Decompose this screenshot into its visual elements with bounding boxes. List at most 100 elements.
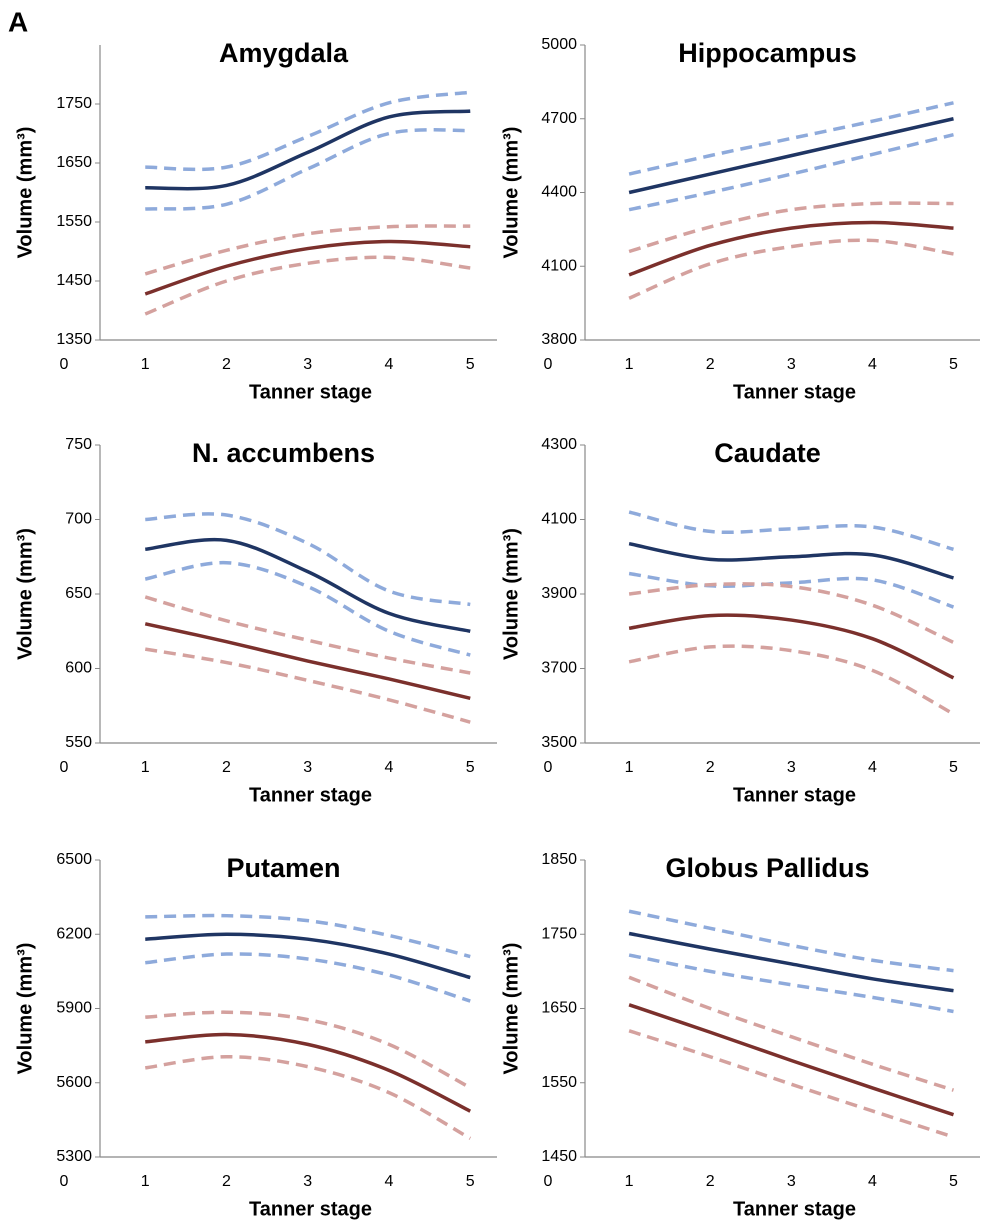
x-tick-label: 0 [544,759,553,776]
chart-title: N. accumbens [192,438,375,468]
series-line [144,560,471,657]
y-tick-label: 6500 [56,851,92,868]
y-tick-label: 1450 [56,272,92,289]
x-tick-label: 5 [949,1173,958,1190]
series-line [628,953,954,1014]
x-tick-label: 1 [141,1173,150,1190]
series-line [628,931,954,993]
y-tick-label: 550 [65,734,92,751]
series-line [628,101,954,176]
y-tick-label: 5000 [541,36,577,53]
y-tick-label: 1750 [56,95,92,112]
series-line [628,238,954,300]
series-line [628,571,955,609]
x-tick-label: 5 [466,759,475,776]
series-line [145,932,471,980]
x-tick-label: 0 [544,356,553,373]
series-line [628,1029,955,1139]
y-axis-label: Volume (mm³) [500,127,522,259]
y-tick-label: 5900 [56,1000,92,1017]
y-tick-label: 3900 [541,585,577,602]
series-line [628,510,954,551]
y-axis-label: Volume (mm³) [500,528,522,660]
y-tick-label: 750 [65,436,92,453]
y-tick-label: 1650 [56,154,92,171]
x-tick-label: 0 [60,356,69,373]
chart-panel: 3800 4100 4400 4700 5000 0 1 2 3 4 5 Hippocampus Tan… [500,36,980,403]
x-tick-label: 2 [222,1173,231,1190]
x-axis-label: Tanner stage [733,1198,856,1220]
y-tick-label: 1650 [541,1000,577,1017]
x-tick-label: 2 [706,356,715,373]
y-tick-label: 1350 [56,331,92,348]
series-line [145,1010,472,1090]
x-tick-label: 0 [544,1173,553,1190]
x-axis-label: Tanner stage [249,381,372,403]
x-tick-label: 3 [787,759,796,776]
series-line [145,512,471,607]
series-line [145,537,471,633]
y-tick-label: 4700 [541,110,577,127]
series-line [628,133,954,212]
y-tick-label: 1750 [541,925,577,942]
y-tick-label: 5300 [56,1148,92,1165]
series-line [145,128,471,211]
series-line [628,541,954,580]
y-tick-label: 600 [65,660,92,677]
x-tick-label: 1 [625,759,634,776]
series-line [144,255,471,316]
x-tick-label: 3 [303,356,312,373]
series-line [628,582,955,645]
y-axis-label: Volume (mm³) [14,528,36,660]
chart-panel: 1350 1450 1550 1650 1750 0 1 2 3 4 5 Amygdala Tanner… [14,38,497,403]
x-tick-label: 5 [466,356,475,373]
y-tick-label: 5600 [56,1074,92,1091]
y-tick-label: 3800 [541,331,577,348]
x-axis-label: Tanner stage [733,381,856,403]
y-axis-label: Volume (mm³) [14,127,36,259]
x-tick-label: 4 [385,356,394,373]
x-tick-label: 1 [625,356,634,373]
series-line [628,220,954,277]
series-line [144,224,471,276]
series-line [145,109,471,191]
x-tick-label: 4 [385,1173,394,1190]
y-axis-label: Volume (mm³) [14,943,36,1075]
chart-panel: 550 600 650 700 750 0 1 2 3 4 5 N. accumbens Tanner … [14,436,497,806]
x-tick-label: 4 [868,356,877,373]
x-tick-label: 2 [222,356,231,373]
x-axis-label: Tanner stage [249,784,372,806]
series-line [628,909,954,973]
y-tick-label: 1550 [541,1074,577,1091]
y-axis-label: Volume (mm³) [500,943,522,1075]
y-tick-label: 6200 [56,925,92,942]
series-line [145,913,471,959]
x-tick-label: 0 [60,1173,69,1190]
x-tick-label: 3 [303,759,312,776]
chart-title: Putamen [226,853,340,883]
y-tick-label: 4300 [541,436,577,453]
chart-panel: 5300 5600 5900 6200 6500 0 1 2 3 4 5 Putamen Tanner … [14,851,497,1220]
x-tick-label: 1 [141,759,150,776]
y-tick-label: 3500 [541,734,577,751]
series-line [144,647,471,724]
y-tick-label: 3700 [541,660,577,677]
x-tick-label: 2 [706,759,715,776]
series-line [628,975,955,1092]
x-tick-label: 5 [949,759,958,776]
x-tick-label: 2 [222,759,231,776]
x-axis-label: Tanner stage [249,1198,372,1220]
y-tick-label: 700 [65,511,92,528]
chart-title: Hippocampus [678,38,857,68]
series-line [628,1003,955,1117]
x-tick-label: 0 [60,759,69,776]
y-tick-label: 650 [65,585,92,602]
x-tick-label: 4 [868,759,877,776]
y-tick-label: 1450 [541,1148,577,1165]
series-line [628,644,955,716]
y-tick-label: 4400 [541,184,577,201]
x-tick-label: 3 [787,356,796,373]
x-tick-label: 1 [625,1173,634,1190]
chart-panel: 3500 3700 3900 4100 4300 0 1 2 3 4 5 Caudate Tanner … [500,436,980,806]
